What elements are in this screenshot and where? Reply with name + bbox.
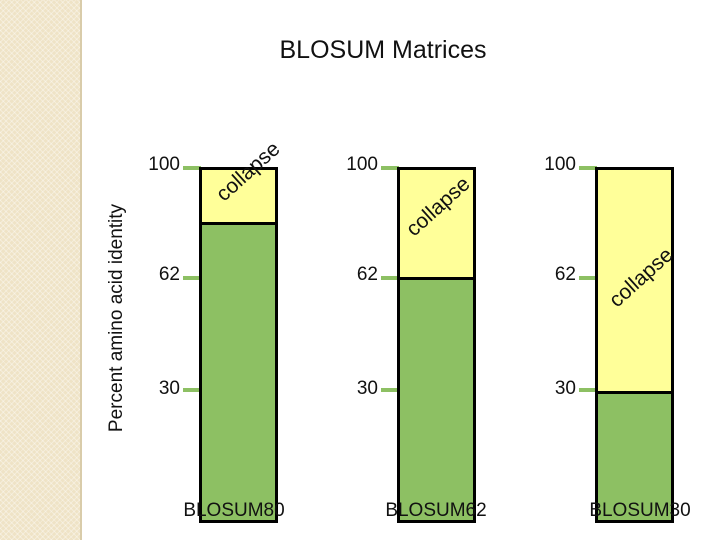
tick-mark-30 — [381, 388, 399, 392]
tick-label-100: 100 — [544, 154, 576, 175]
bar-name-blosum80: BLOSUM80 — [183, 500, 285, 521]
tick-label-100: 100 — [346, 154, 378, 175]
tick-mark-62 — [381, 276, 399, 280]
tick-label-30: 30 — [554, 378, 576, 399]
collapse-region — [598, 170, 671, 394]
tick-label-62: 62 — [554, 264, 576, 285]
threshold-line — [400, 277, 473, 280]
tick-mark-100 — [183, 166, 201, 170]
tick-mark-62 — [183, 276, 201, 280]
bar-name-blosum30: BLOSUM30 — [589, 500, 691, 521]
tick-mark-100 — [381, 166, 399, 170]
tick-mark-30 — [579, 388, 597, 392]
bar-name-blosum62: BLOSUM62 — [385, 500, 487, 521]
tick-label-100: 100 — [148, 154, 180, 175]
identity-region — [400, 280, 473, 520]
identity-region — [202, 225, 275, 520]
side-strip-edge — [80, 0, 82, 540]
threshold-line — [202, 222, 275, 225]
collapse-region — [400, 170, 473, 280]
tick-label-62: 62 — [356, 264, 378, 285]
identity-region — [598, 394, 671, 520]
page-title: BLOSUM Matrices — [279, 36, 487, 64]
collapse-region — [202, 170, 275, 224]
side-decoration-strip — [0, 0, 80, 540]
bar-blosum62 — [397, 167, 476, 523]
threshold-line — [598, 391, 671, 394]
tick-mark-62 — [579, 276, 597, 280]
tick-label-30: 30 — [158, 378, 180, 399]
tick-mark-100 — [579, 166, 597, 170]
tick-label-30: 30 — [356, 378, 378, 399]
tick-label-62: 62 — [158, 264, 180, 285]
bar-blosum80 — [199, 167, 278, 523]
bar-blosum30 — [595, 167, 674, 523]
tick-mark-30 — [183, 388, 201, 392]
